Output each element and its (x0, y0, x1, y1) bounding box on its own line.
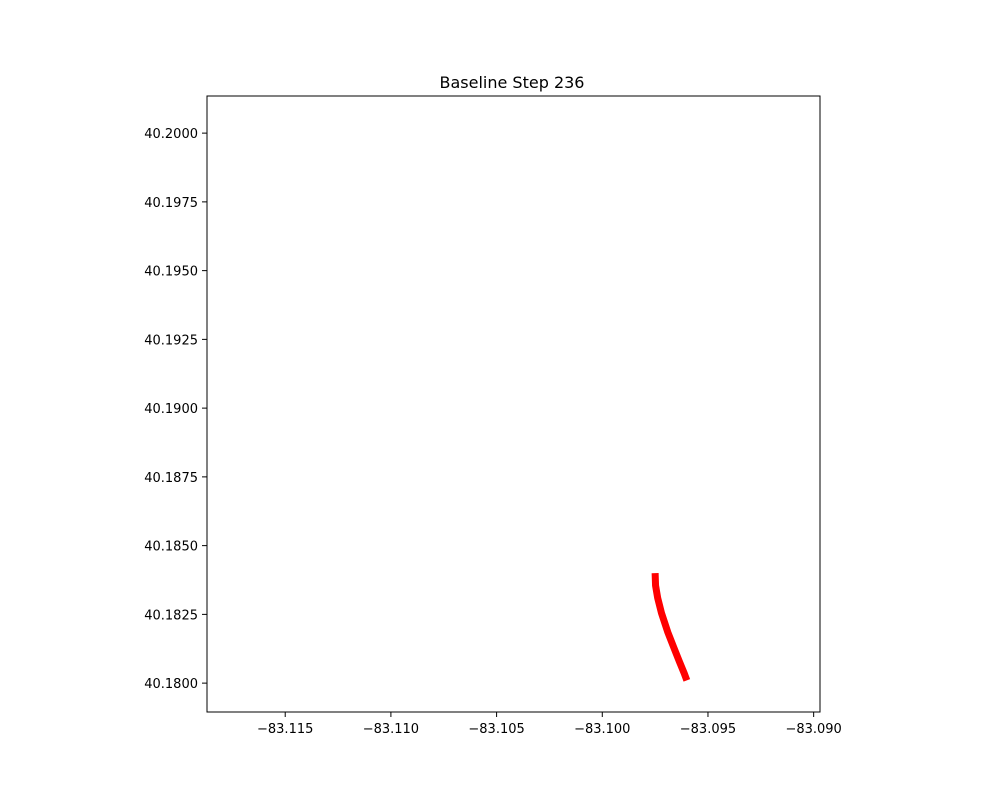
x-tick-label: −83.090 (785, 722, 841, 737)
x-tick-label: −83.095 (680, 722, 736, 737)
x-tick-label: −83.110 (363, 722, 419, 737)
y-tick-label: 40.1825 (144, 608, 198, 623)
y-tick-label: 40.1800 (144, 677, 198, 692)
y-tick-label: 40.1975 (144, 196, 198, 211)
y-tick-label: 40.1900 (144, 402, 198, 417)
plot-area (651, 573, 691, 682)
axes: −83.115 −83.110 −83.105 −83.100 −83.095 −83.0… (144, 95, 842, 737)
axes-frame (206, 95, 821, 713)
series-line-0 (651, 573, 691, 682)
y-tick-label: 40.1850 (144, 540, 198, 555)
x-tick-label: −83.115 (257, 722, 313, 737)
x-tick-label: −83.100 (574, 722, 630, 737)
y-tick-label: 40.1950 (144, 265, 198, 280)
chart-title: Baseline Step 236 (440, 73, 585, 92)
y-tick-label: 40.1925 (144, 333, 198, 348)
x-tick-label: −83.105 (468, 722, 524, 737)
y-tick-label: 40.1875 (144, 471, 198, 486)
y-tick-label: 40.2000 (144, 127, 198, 142)
